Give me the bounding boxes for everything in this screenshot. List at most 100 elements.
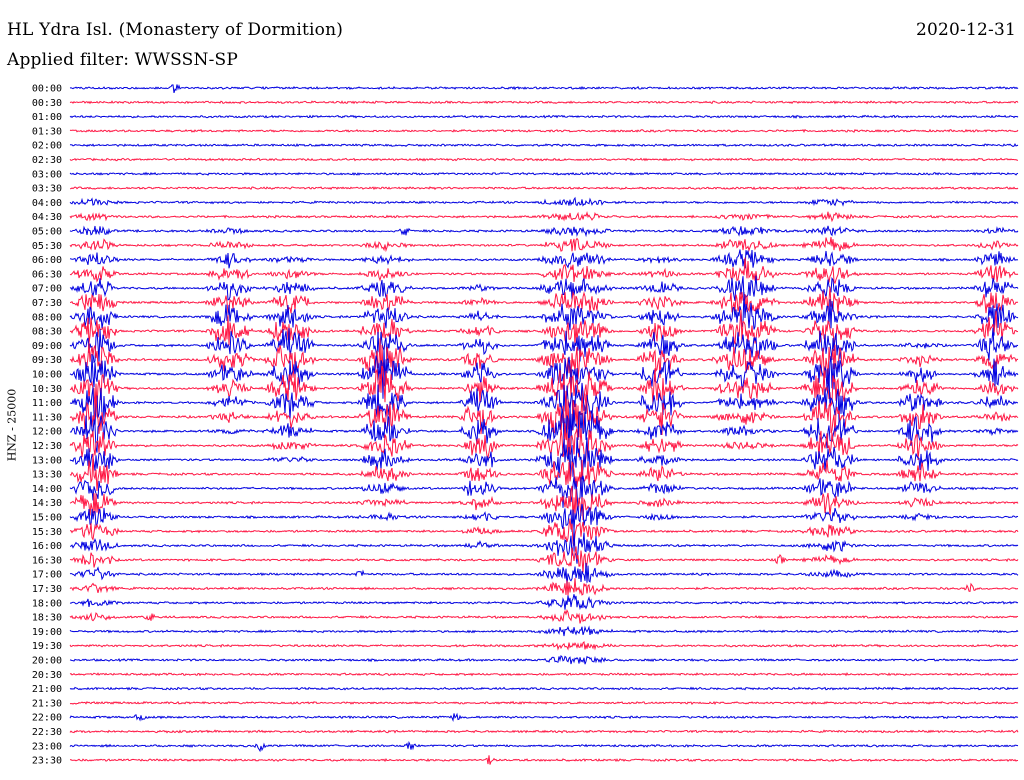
time-tick-label: 18:00 <box>32 598 62 609</box>
trace-row <box>69 729 1019 734</box>
time-tick-label: 16:30 <box>32 555 62 566</box>
time-tick-label: 03:30 <box>32 184 62 195</box>
time-tick-label: 11:30 <box>32 412 62 423</box>
trace-row <box>69 503 1019 532</box>
trace-row <box>69 640 1019 651</box>
time-tick-label: 19:30 <box>32 641 62 652</box>
time-tick-label: 06:00 <box>32 255 62 266</box>
trace-row <box>69 423 1019 465</box>
time-tick-labels: 00:00 00:30 01:00 01:30 02:00 02:30 03:00 03:30… <box>32 84 62 767</box>
trace-row <box>69 100 1019 105</box>
filter-label: Applied filter: WWSSN-SP <box>7 50 239 70</box>
time-tick-label: 14:00 <box>32 484 62 495</box>
time-tick-label: 17:00 <box>32 570 62 581</box>
time-tick-label: 15:00 <box>32 513 62 524</box>
time-tick-label: 13:00 <box>32 455 62 466</box>
time-tick-label: 02:30 <box>32 155 62 166</box>
time-tick-label: 22:00 <box>32 713 62 724</box>
time-tick-label: 23:30 <box>32 756 62 767</box>
trace-row <box>69 475 1019 508</box>
trace-row <box>69 518 1019 546</box>
trace-row <box>69 157 1018 162</box>
time-tick-label: 22:30 <box>32 727 62 738</box>
time-tick-label: 08:00 <box>32 312 62 323</box>
trace-row <box>69 196 1019 207</box>
time-tick-label: 18:30 <box>32 613 62 624</box>
trace-row <box>69 654 1019 665</box>
time-tick-label: 12:30 <box>32 441 62 452</box>
time-tick-label: 00:00 <box>32 84 62 95</box>
trace-row <box>69 114 1019 119</box>
time-tick-label: 03:00 <box>32 169 62 180</box>
time-tick-label: 05:00 <box>32 227 62 238</box>
trace-row <box>69 275 1019 302</box>
station-title: HL Ydra Isl. (Monastery of Dormition) <box>7 20 344 40</box>
trace-row <box>69 625 1019 637</box>
time-tick-label: 19:00 <box>32 627 62 638</box>
trace-row <box>69 402 1019 460</box>
trace-row <box>69 528 1019 564</box>
trace-row <box>69 609 1019 624</box>
trace-row <box>69 672 1019 677</box>
time-tick-label: 13:30 <box>32 470 62 481</box>
time-tick-label: 10:00 <box>32 370 62 381</box>
trace-row <box>69 210 1019 223</box>
trace-row <box>69 700 1019 706</box>
trace-row <box>69 143 1019 148</box>
trace-row <box>69 338 1019 385</box>
trace-row <box>69 171 1019 176</box>
time-tick-label: 04:00 <box>32 198 62 209</box>
trace-row <box>69 84 1019 94</box>
trace-row <box>69 578 1019 596</box>
time-tick-label: 21:30 <box>32 698 62 709</box>
trace-row <box>69 755 1019 765</box>
trace-row <box>69 437 1019 481</box>
time-tick-label: 01:30 <box>32 126 62 137</box>
trace-row <box>69 562 1019 586</box>
time-tick-label: 01:00 <box>32 112 62 123</box>
time-tick-label: 00:30 <box>32 98 62 109</box>
time-tick-label: 09:30 <box>32 355 62 366</box>
trace-row <box>69 390 1019 441</box>
trace-row <box>69 376 1018 426</box>
trace-row <box>69 365 1019 409</box>
trace-row <box>69 236 1019 253</box>
time-tick-label: 10:30 <box>32 384 62 395</box>
trace-row <box>69 257 1019 285</box>
date-label: 2020-12-31 <box>915 20 1016 40</box>
time-tick-label: 20:30 <box>32 670 62 681</box>
trace-rows <box>69 84 1019 765</box>
time-tick-label: 12:00 <box>32 427 62 438</box>
time-tick-label: 20:00 <box>32 656 62 667</box>
time-tick-label: 07:30 <box>32 298 62 309</box>
time-tick-label: 16:00 <box>32 541 62 552</box>
trace-row <box>70 286 1019 314</box>
time-tick-label: 21:00 <box>32 684 62 695</box>
trace-row <box>69 712 1019 723</box>
time-tick-label: 17:30 <box>32 584 62 595</box>
time-tick-label: 08:30 <box>32 327 62 338</box>
time-tick-label: 04:30 <box>32 212 62 223</box>
trace-row <box>69 348 1019 399</box>
time-tick-label: 23:00 <box>32 741 62 752</box>
time-tick-label: 07:00 <box>32 284 62 295</box>
time-tick-label: 11:00 <box>32 398 62 409</box>
trace-row <box>69 594 1019 611</box>
trace-row <box>69 327 1019 364</box>
trace-row <box>69 225 1019 238</box>
time-tick-label: 14:30 <box>32 498 62 509</box>
time-tick-label: 09:00 <box>32 341 62 352</box>
trace-row <box>69 485 1019 522</box>
time-tick-label: 06:30 <box>32 269 62 280</box>
trace-row <box>69 453 1019 492</box>
trace-row <box>69 546 1019 573</box>
time-tick-label: 05:30 <box>32 241 62 252</box>
trace-row <box>69 686 1019 691</box>
time-tick-label: 15:30 <box>32 527 62 538</box>
trace-row <box>69 740 1019 753</box>
trace-row <box>69 309 1019 347</box>
trace-row <box>69 186 1019 191</box>
trace-row <box>69 249 1019 269</box>
time-tick-label: 02:00 <box>32 141 62 152</box>
